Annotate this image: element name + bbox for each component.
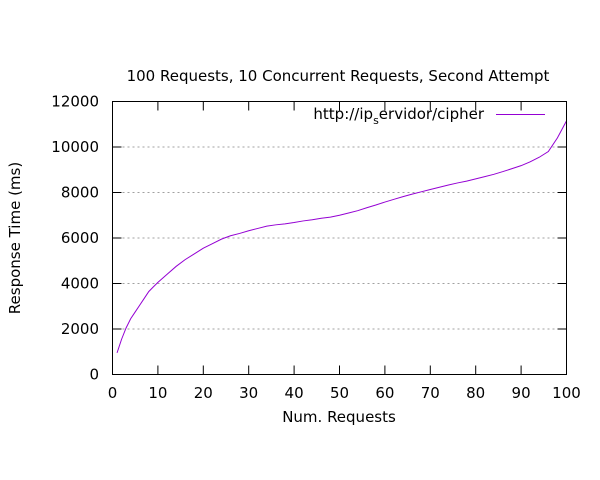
series-layer [116,120,567,354]
x-tick-label: 90 [512,384,531,402]
y-tick-label: 4000 [61,275,99,293]
grid-lines [112,146,567,330]
legend: http://ipservidor/cipher [313,105,545,127]
x-tick-label: 30 [239,384,258,402]
y-tick-label: 8000 [61,184,99,202]
legend-label: http://ipservidor/cipher [313,105,484,127]
x-tick-label: 0 [108,384,118,402]
x-tick-label: 100 [552,384,581,402]
chart-title: 100 Requests, 10 Concurrent Requests, Se… [127,67,550,85]
y-axis-label: Response Time (ms) [6,162,24,314]
series-line [116,120,567,354]
x-tick-label: 20 [194,384,213,402]
y-tick-label: 10000 [51,138,99,156]
y-tick-label: 2000 [61,320,99,338]
x-tick-label: 40 [285,384,304,402]
x-axis-label: Num. Requests [282,408,396,426]
plot-frame [112,101,567,375]
y-tick-label: 0 [89,366,99,384]
y-tick-label: 12000 [51,93,99,111]
x-tick-label: 50 [330,384,349,402]
x-tick-label: 10 [148,384,167,402]
axis-ticks: 0 2000 4000 6000 8000 10000 12000 0 10 20 30 40 50 60… [51,93,581,403]
legend-label-subscript: s [373,114,379,127]
x-tick-label: 80 [466,384,485,402]
legend-label-rest: ervidor/cipher [379,105,485,123]
y-tick-label: 6000 [61,229,99,247]
x-tick-label: 70 [421,384,440,402]
legend-label-main: http://ip [313,105,373,123]
x-tick-label: 60 [375,384,394,402]
